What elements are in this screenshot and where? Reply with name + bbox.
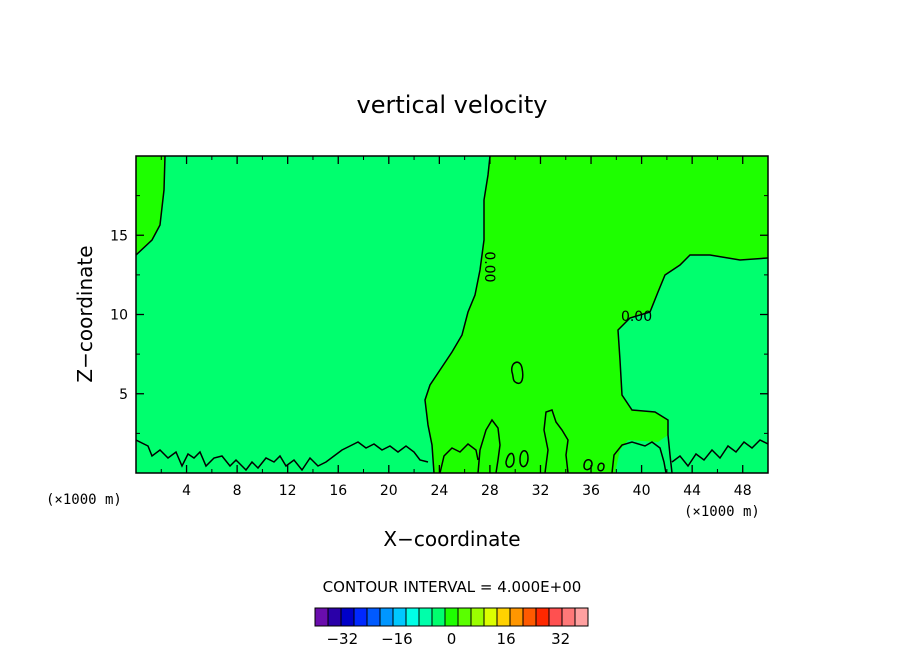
colorbar-swatch bbox=[353, 607, 368, 627]
x-tick-label: 4 bbox=[182, 483, 191, 499]
x-tick-label: 40 bbox=[633, 483, 651, 499]
contour-zero-small-3 bbox=[583, 459, 593, 471]
contour-zero-surface-right bbox=[671, 439, 768, 468]
colorbar-tick-label: 0 bbox=[447, 630, 457, 648]
colorbar-tick-label: −32 bbox=[326, 630, 358, 648]
contour-zero-plume-28 bbox=[477, 418, 501, 473]
colorbar-swatch bbox=[405, 607, 420, 627]
y-axis-ticks: 5 10 15 bbox=[110, 195, 768, 434]
contour-zero-blob-30 bbox=[511, 361, 524, 385]
colorbar-swatch bbox=[535, 607, 550, 627]
contour-zero-main-right bbox=[617, 254, 768, 473]
x-tick-label: 28 bbox=[481, 483, 499, 499]
contour-zero-small-4 bbox=[597, 462, 605, 472]
colorbar-tick-labels: −32 −16 0 16 32 bbox=[326, 630, 570, 648]
contour-zero-corner bbox=[136, 156, 166, 256]
x-tick-label: 24 bbox=[430, 483, 448, 499]
colorbar-swatch bbox=[548, 607, 563, 627]
colorbar-swatch bbox=[314, 607, 329, 627]
contour-lines bbox=[136, 156, 768, 473]
contour-label: 0.00 bbox=[621, 309, 652, 325]
x-tick-label: 48 bbox=[734, 483, 752, 499]
colorbar-swatch bbox=[431, 607, 446, 627]
contour-zero-surface-mid bbox=[439, 443, 479, 473]
plot-area: 0.00 0.00 bbox=[136, 156, 768, 473]
colorbar-swatch bbox=[379, 607, 394, 627]
colorbar-swatch bbox=[574, 607, 589, 627]
x-axis-ticks: 4 8 12 16 20 24 28 32 36 40 44 48 bbox=[160, 156, 752, 499]
region-weak-positive-corner bbox=[136, 156, 165, 255]
x-unit-left: (×1000 m) bbox=[46, 492, 122, 508]
chart-title: vertical velocity bbox=[357, 91, 548, 119]
contour-label: 0.00 bbox=[481, 251, 497, 282]
contour-zero-small-1 bbox=[505, 452, 515, 468]
y-tick-label: 15 bbox=[110, 228, 128, 244]
colorbar-swatch bbox=[561, 607, 576, 627]
colorbar-swatch bbox=[483, 607, 498, 627]
x-tick-label: 20 bbox=[380, 483, 398, 499]
y-tick-label: 5 bbox=[119, 387, 128, 403]
x-unit-right: (×1000 m) bbox=[684, 504, 760, 520]
contour-zero-plume-40 bbox=[611, 441, 667, 473]
colorbar-swatch bbox=[444, 607, 459, 627]
x-tick-label: 32 bbox=[532, 483, 550, 499]
contour-zero-surface bbox=[136, 439, 429, 472]
y-tick-label: 10 bbox=[110, 308, 128, 324]
x-axis-title: X−coordinate bbox=[383, 527, 520, 551]
x-tick-label: 44 bbox=[683, 483, 701, 499]
contour-labels: 0.00 0.00 bbox=[481, 251, 652, 325]
colorbar bbox=[314, 607, 589, 627]
colorbar-swatch bbox=[522, 607, 537, 627]
region-weak-positive bbox=[425, 156, 768, 473]
colorbar-swatch bbox=[366, 607, 381, 627]
colorbar-tick-label: −16 bbox=[381, 630, 413, 648]
colorbar-swatch bbox=[509, 607, 524, 627]
colorbar-tick-label: 32 bbox=[551, 630, 570, 648]
y-axis-title: Z−coordinate bbox=[73, 245, 97, 382]
contour-zero-plume-34 bbox=[543, 409, 569, 473]
colorbar-tick-label: 16 bbox=[497, 630, 516, 648]
x-tick-label: 16 bbox=[329, 483, 347, 499]
contour-zero-main-left bbox=[424, 156, 491, 473]
colorbar-swatch bbox=[340, 607, 355, 627]
colorbar-swatch bbox=[392, 607, 407, 627]
x-tick-label: 36 bbox=[582, 483, 600, 499]
colorbar-swatch bbox=[457, 607, 472, 627]
x-tick-label: 12 bbox=[279, 483, 297, 499]
contour-zero-small-2 bbox=[519, 450, 529, 468]
colorbar-swatch bbox=[418, 607, 433, 627]
colorbar-swatch bbox=[496, 607, 511, 627]
x-tick-label: 8 bbox=[233, 483, 242, 499]
contour-interval-text: CONTOUR INTERVAL = 4.000E+00 bbox=[323, 578, 582, 596]
colorbar-swatch bbox=[470, 607, 485, 627]
colorbar-swatch bbox=[327, 607, 342, 627]
